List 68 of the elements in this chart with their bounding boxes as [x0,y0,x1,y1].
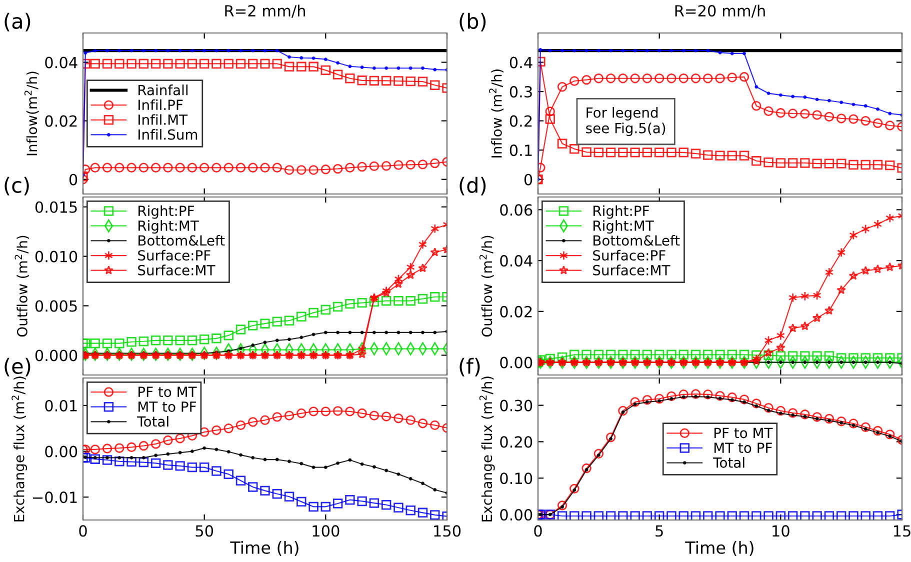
y-tick-label: 0.10 [500,472,532,484]
x-tick-label: 0 [79,525,87,537]
x-axis-title: Time (h) [685,541,754,556]
y-tick-label: 0 [69,174,78,186]
x-axis-title: Time (h) [230,541,298,556]
y-tick-label: 0.04 [45,56,78,68]
x-tick-label: 50 [196,525,214,537]
text: (b) [460,12,486,32]
x-tick-label: 150 [434,525,461,537]
legend-label: Bottom&Left [138,234,225,246]
y-tick-label: 0.3 [510,86,532,98]
legend-label: Right:MT [138,220,199,234]
legend-label: Surface:PF [593,250,666,261]
y-axis-title: Exchange flux (m$^{2}$/h) [12,376,28,522]
y-tick-label: 0.20 [500,436,532,448]
legend-label: Infil.Sum [138,129,198,140]
legend-label: Surface:MT [138,264,216,276]
y-tick-label: 0.010 [35,250,78,262]
text: (d) [460,176,486,196]
y-tick-label: −0.01 [32,492,77,504]
y-tick-label: 0.30 [500,400,532,412]
y-tick-label: 0.2 [510,115,532,127]
legend-label: Surface:PF [138,250,210,261]
y-tick-label: 0.005 [35,300,77,312]
x-tick-label: 5 [656,525,663,537]
y-tick-label: 0 [524,174,532,186]
y-tick-label: 0.000 [35,350,78,362]
y-tick-label: 0.4 [510,56,532,68]
chart-title: R=2 mm/h [225,4,305,18]
legend-label: PF to MT [138,386,197,398]
y-tick-label: 0.00 [45,446,78,458]
y-tick-label: 0.04 [500,255,532,267]
y-tick-label: 0.06 [500,204,532,216]
y-tick-label: 0.02 [500,306,532,318]
y-tick-label: 0.02 [45,115,77,127]
legend-label: Surface:MT [593,264,670,276]
legend-label: Total [713,457,744,468]
legend-label: Rainfall [138,84,188,96]
legend-label: Bottom&Left [594,234,680,246]
legend-label: Infil.PF [138,99,183,110]
y-axis-title: Inflow (m$^{2}$/h) [489,70,504,158]
y-tick-label: 0.015 [35,201,77,213]
y-axis-title: Inflow(m$^{2}$/h) [24,72,39,156]
y-axis-title: Outflow (m$^{2}$/h) [14,236,30,337]
annotation: For legend see Fig.5(a) [586,107,666,136]
y-tick-label: 0.01 [45,400,77,412]
text: (a) [4,12,30,32]
y-tick-label: 0.00 [500,356,532,368]
text: (c) [4,176,29,196]
text: (f) [460,358,480,376]
legend-label: MT to PF [138,402,196,412]
y-axis-title: Outflow (m$^{2}$/h) [479,236,494,337]
legend-label: Total [137,416,168,427]
y-tick-label: 0.1 [510,144,532,156]
legend-label: Right:MT [594,220,654,234]
x-tick-label: 0 [534,525,542,537]
legend-label: Infil.MT [138,114,188,125]
y-axis-title: Exchange flux (m$^{2}$/h) [479,376,495,522]
chart-title: R=20 mm/h [675,4,765,18]
legend-label: Right:PF [594,205,649,219]
text: (e) [4,358,30,376]
x-tick-label: 15 [894,525,910,537]
legend-label: PF to MT [714,428,773,438]
legend-label: Right:PF [138,205,194,219]
y-tick-label: 0.00 [500,509,532,521]
x-tick-label: 10 [772,525,790,537]
x-tick-label: 100 [312,525,340,537]
legend-label: MT to PF [714,442,772,454]
